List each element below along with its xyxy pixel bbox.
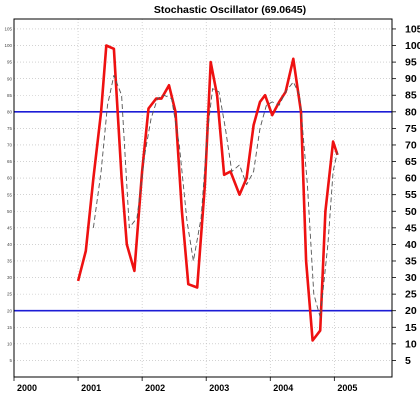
- y-tick-label-left: 85: [7, 93, 13, 98]
- x-axis-ticks: 2000 2001 2002 2003 2004 2005: [13, 377, 357, 393]
- y-tick-label-left: 105: [4, 27, 12, 32]
- stochastic-line: [76, 44, 339, 342]
- series-layer: [76, 44, 339, 342]
- y-tick-label-right: 30: [405, 272, 417, 284]
- y-tick-label-left: 25: [7, 292, 13, 297]
- y-tick-label-right: 105: [405, 23, 420, 35]
- y-tick-label-left: 100: [4, 43, 12, 48]
- y-tick-label-left: 15: [7, 325, 13, 330]
- y-tick-label-left: 35: [7, 259, 13, 264]
- y-tick-label-right: 60: [405, 173, 417, 185]
- y-tick-label-right: 50: [405, 206, 417, 218]
- y-tick-label-right: 15: [405, 322, 417, 334]
- y-tick-label-right: 55: [405, 189, 417, 201]
- y-tick-label-left: 70: [7, 143, 13, 148]
- y-tick-label-left: 90: [7, 76, 13, 81]
- y-tick-label-left: 75: [7, 126, 13, 131]
- y-tick-label-left: 80: [7, 109, 13, 114]
- y-tick-label-left: 50: [7, 209, 13, 214]
- y-tick-label-left: 30: [7, 275, 13, 280]
- y-axis-ticks: 5510101515202025253030353540404545505055…: [4, 23, 420, 366]
- y-tick-label-right: 90: [405, 73, 417, 85]
- y-tick-label-left: 10: [7, 341, 13, 346]
- y-tick-label-right: 80: [405, 106, 417, 118]
- y-tick-label-right: 40: [405, 239, 417, 251]
- y-tick-label-right: 95: [405, 57, 417, 69]
- y-tick-label-left: 55: [7, 192, 13, 197]
- y-tick-label-right: 10: [405, 338, 417, 350]
- chart-title: Stochastic Oscillator (69.0645): [154, 4, 306, 16]
- signal-line: [92, 74, 338, 318]
- y-tick-label-right: 25: [405, 289, 417, 301]
- reference-lines: [14, 111, 392, 312]
- y-tick-label-right: 5: [405, 355, 411, 367]
- y-tick-label-left: 95: [7, 60, 13, 65]
- x-tick-label: 2003: [209, 383, 229, 393]
- x-tick-label: 2001: [81, 383, 101, 393]
- y-tick-label-right: 70: [405, 139, 417, 151]
- y-tick-label-right: 20: [405, 305, 417, 317]
- y-tick-label-right: 100: [405, 40, 420, 52]
- y-tick-label-left: 45: [7, 225, 13, 230]
- y-tick-label-left: 65: [7, 159, 13, 164]
- x-tick-label: 2005: [337, 383, 357, 393]
- y-tick-label-left: 60: [7, 176, 13, 181]
- x-tick-label: 2002: [145, 383, 165, 393]
- plot-frame: [13, 18, 393, 378]
- y-tick-label-right: 35: [405, 255, 417, 267]
- y-tick-label-right: 45: [405, 222, 417, 234]
- x-tick-label: 2000: [17, 383, 37, 393]
- y-tick-label-right: 85: [405, 90, 417, 102]
- y-tick-label-right: 75: [405, 123, 417, 135]
- grid-layer: [13, 19, 392, 377]
- y-tick-label-left: 20: [7, 308, 13, 313]
- y-tick-label-right: 65: [405, 156, 417, 168]
- x-tick-label: 2004: [273, 383, 293, 393]
- y-tick-label-left: 5: [9, 358, 12, 363]
- y-tick-label-left: 40: [7, 242, 13, 247]
